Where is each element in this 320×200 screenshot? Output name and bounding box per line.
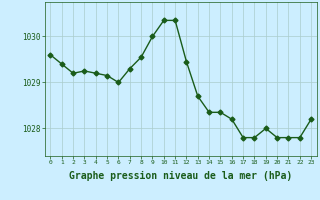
X-axis label: Graphe pression niveau de la mer (hPa): Graphe pression niveau de la mer (hPa) <box>69 171 292 181</box>
